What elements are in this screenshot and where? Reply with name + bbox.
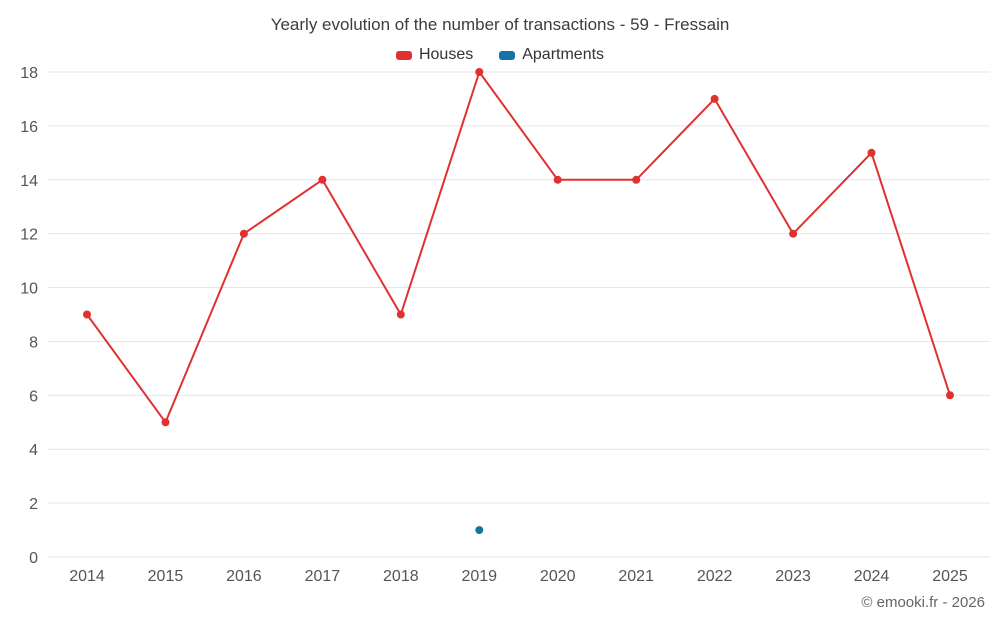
x-axis-tick-label: 2020 xyxy=(540,568,576,585)
data-point-houses[interactable] xyxy=(553,175,562,184)
data-point-houses[interactable] xyxy=(475,68,484,76)
x-axis-tick-label: 2015 xyxy=(148,568,184,585)
y-axis-tick-label: 4 xyxy=(29,442,38,459)
copyright: © emooki.fr - 2026 xyxy=(861,594,985,611)
data-point-houses[interactable] xyxy=(318,175,327,184)
y-axis-tick-label: 12 xyxy=(20,227,38,244)
data-point-houses[interactable] xyxy=(632,175,641,184)
x-axis-tick-label: 2019 xyxy=(461,568,497,585)
x-axis-tick-label: 2024 xyxy=(854,568,890,585)
data-point-houses[interactable] xyxy=(161,418,170,427)
x-axis-tick-label: 2017 xyxy=(305,568,341,585)
data-point-apartments[interactable] xyxy=(475,526,484,535)
data-point-houses[interactable] xyxy=(867,148,876,157)
y-axis-tick-label: 0 xyxy=(29,550,38,567)
series-line-houses xyxy=(86,71,951,424)
data-point-houses[interactable] xyxy=(946,391,954,400)
y-axis-tick-label: 14 xyxy=(20,173,38,190)
data-point-houses[interactable] xyxy=(710,94,719,103)
legend-label: Houses xyxy=(418,46,474,63)
data-point-houses[interactable] xyxy=(83,310,91,319)
y-axis-tick-label: 16 xyxy=(20,119,38,136)
x-axis-tick-label: 2022 xyxy=(697,568,733,585)
legend-label: Apartments xyxy=(522,46,605,63)
x-axis-tick-label: 2021 xyxy=(618,568,654,585)
legend-swatch-houses xyxy=(395,50,412,60)
legend: Houses Apartments xyxy=(0,46,1000,64)
y-axis-tick-label: 8 xyxy=(29,334,38,351)
x-axis-tick-label: 2014 xyxy=(69,568,105,585)
y-axis-tick-label: 6 xyxy=(29,388,38,405)
y-axis-tick-label: 10 xyxy=(20,281,38,298)
data-point-houses[interactable] xyxy=(396,310,405,319)
x-axis-tick-label: 2025 xyxy=(932,568,968,585)
x-axis-tick-label: 2016 xyxy=(226,568,262,585)
legend-item-houses[interactable]: Houses xyxy=(395,46,474,64)
y-axis-tick-label: 18 xyxy=(20,65,38,82)
legend-swatch-apartments xyxy=(499,50,516,60)
y-axis-tick-label: 2 xyxy=(29,496,38,513)
chart-title: Yearly evolution of the number of transa… xyxy=(270,15,730,34)
legend-item-apartments[interactable]: Apartments xyxy=(499,46,604,64)
data-point-houses[interactable] xyxy=(789,229,798,238)
x-axis-tick-label: 2023 xyxy=(775,568,811,585)
data-point-houses[interactable] xyxy=(239,229,248,238)
x-axis-tick-label: 2018 xyxy=(383,568,419,585)
